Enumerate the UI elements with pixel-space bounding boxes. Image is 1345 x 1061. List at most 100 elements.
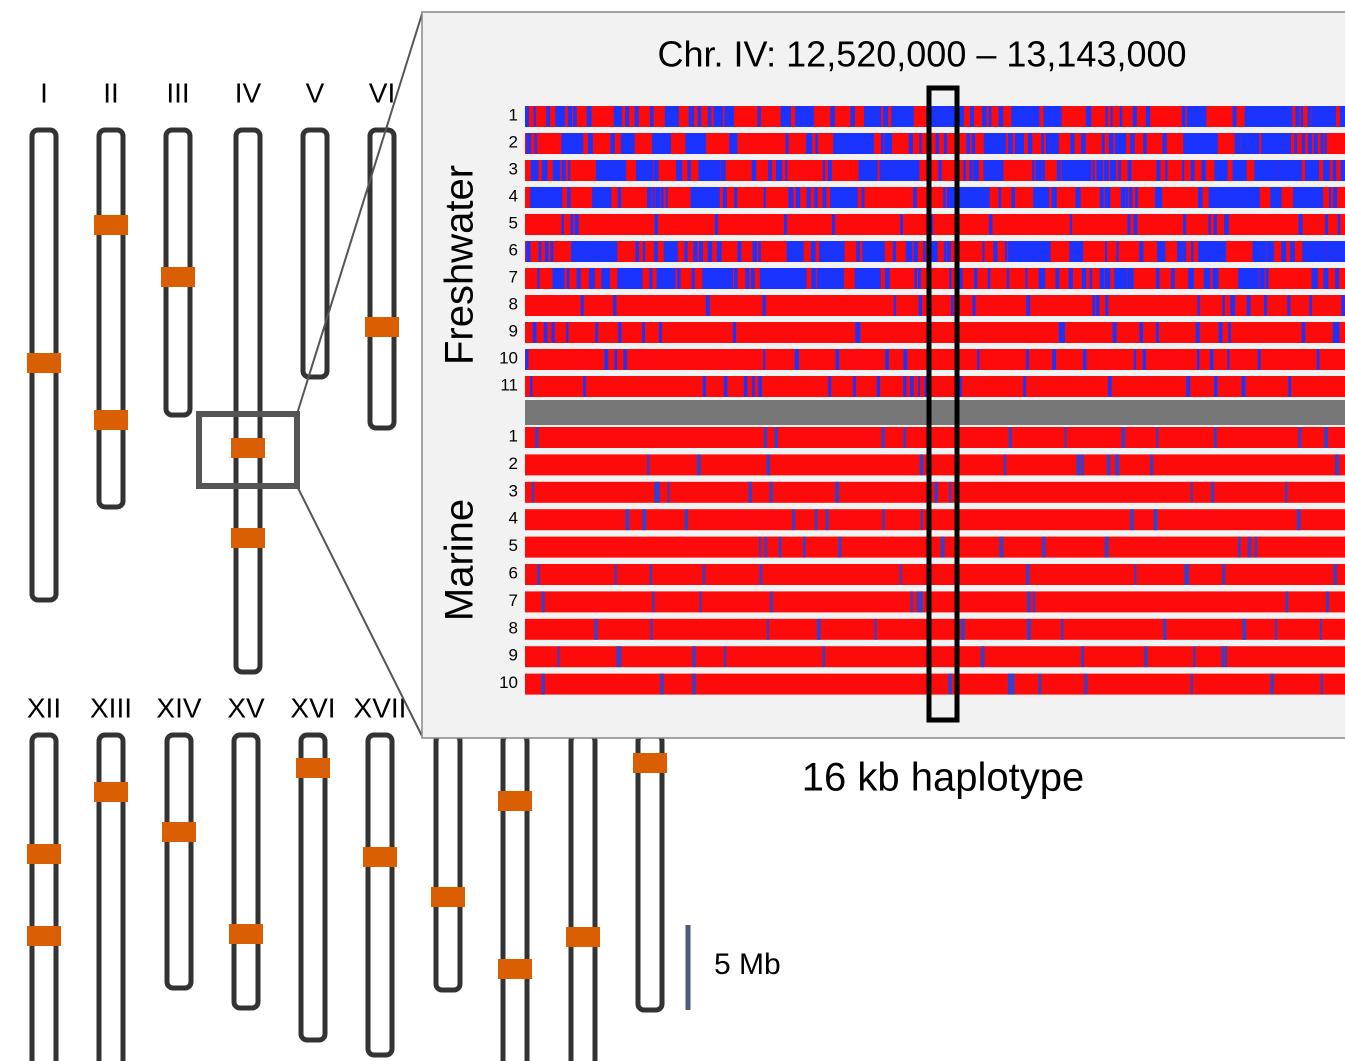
variant-stripe — [884, 133, 890, 154]
variant-stripe — [702, 268, 706, 289]
chromosome — [233, 127, 263, 675]
variant-stripe — [1186, 376, 1191, 397]
variant-stripe — [743, 376, 748, 397]
variant-stripe — [1195, 322, 1200, 343]
variant-stripe — [1041, 160, 1045, 181]
variant-stripe — [1183, 214, 1187, 235]
variant-stripe — [919, 454, 924, 476]
variant-stripe — [623, 349, 627, 370]
variant-stripe — [1227, 349, 1230, 370]
variant-stripe — [1007, 673, 1012, 695]
variant-stripe — [723, 376, 728, 397]
variant-stripe — [604, 349, 609, 370]
marker-band — [161, 267, 195, 287]
marker-band — [231, 528, 265, 548]
variant-stripe — [1096, 295, 1100, 316]
variant-stripe — [806, 133, 811, 154]
variant-stripe — [1045, 133, 1050, 154]
variant-stripe — [888, 133, 892, 154]
variant-stripe — [1239, 187, 1243, 208]
haplotype-box — [926, 85, 960, 723]
variant-stripe — [966, 187, 988, 208]
variant-stripe — [1301, 322, 1306, 343]
variant-stripe — [1298, 214, 1303, 235]
variant-stripe — [857, 322, 861, 343]
variant-stripe — [828, 376, 832, 397]
variant-stripe — [1196, 349, 1200, 370]
variant-stripe — [1062, 160, 1092, 181]
variant-stripe — [1072, 241, 1084, 262]
variant-stripe — [1232, 106, 1237, 127]
marker-band — [566, 927, 600, 947]
variant-stripe — [551, 322, 555, 343]
marker-band — [162, 822, 196, 842]
variant-stripe — [993, 241, 998, 262]
variant-stripe — [916, 591, 920, 613]
variant-stripe — [1055, 268, 1060, 289]
variant-stripe — [595, 160, 620, 181]
variant-stripe — [702, 564, 706, 585]
variant-stripe — [1105, 160, 1108, 181]
row-number: 3 — [509, 159, 518, 178]
variant-stripe — [1070, 133, 1075, 154]
variant-stripe — [830, 187, 834, 208]
variant-stripe — [728, 106, 734, 127]
variant-stripe — [1274, 618, 1278, 640]
chromosome-label: V — [306, 77, 325, 108]
marker-band — [231, 438, 265, 458]
chromosome — [300, 127, 330, 380]
chromosome — [568, 732, 598, 1061]
variant-stripe — [617, 187, 622, 208]
variant-stripe — [959, 376, 962, 397]
row-number: 11 — [500, 375, 518, 394]
inset-panel: Chr. IV: 12,520,000 – 13,143,000 1 2 3 4 5 6 7… — [421, 11, 1345, 739]
variant-stripe — [1270, 673, 1274, 695]
variant-stripe — [943, 133, 948, 154]
variant-stripe — [874, 618, 877, 640]
variant-stripe — [1177, 241, 1182, 262]
marker-band — [431, 887, 465, 907]
variant-stripe — [964, 187, 970, 208]
variant-stripe — [691, 268, 695, 289]
variant-stripe — [1165, 160, 1168, 181]
variant-stripe — [1200, 241, 1206, 262]
variant-stripe — [658, 322, 662, 343]
variant-stripe — [642, 509, 647, 531]
variant-stripe — [1282, 106, 1288, 127]
variant-stripe — [613, 106, 622, 127]
haplotype-row — [525, 509, 1345, 531]
variant-stripe — [587, 241, 618, 262]
variant-stripe — [973, 268, 978, 289]
variant-stripe — [544, 241, 549, 262]
variant-stripe — [1058, 322, 1062, 343]
variant-stripe — [664, 106, 679, 127]
variant-stripe — [1084, 673, 1088, 695]
variant-stripe — [797, 241, 801, 262]
variant-stripe — [999, 536, 1004, 558]
variant-stripe — [831, 187, 858, 208]
group-label: Marine — [438, 499, 482, 621]
zoom-box — [196, 411, 300, 489]
variant-stripe — [1076, 454, 1081, 476]
marker-band — [498, 791, 532, 811]
variant-stripe — [698, 160, 721, 181]
variant-stripe — [543, 322, 548, 343]
variant-stripe — [707, 106, 712, 127]
marker-band — [363, 847, 397, 867]
chromosome-label: VI — [369, 77, 395, 108]
variant-stripe — [1033, 187, 1050, 208]
variant-stripe — [1043, 106, 1049, 127]
variant-stripe — [713, 106, 719, 127]
variant-stripe — [998, 187, 1002, 208]
variant-stripe — [1112, 322, 1117, 343]
variant-stripe — [561, 214, 564, 235]
variant-stripe — [526, 133, 531, 154]
variant-stripe — [699, 591, 702, 613]
variant-stripe — [833, 133, 856, 154]
variant-stripe — [1208, 187, 1231, 208]
variant-stripe — [807, 106, 812, 127]
variant-stripe — [1156, 160, 1161, 181]
variant-stripe — [1115, 133, 1126, 154]
variant-stripe — [977, 349, 980, 370]
variant-stripe — [532, 322, 537, 343]
